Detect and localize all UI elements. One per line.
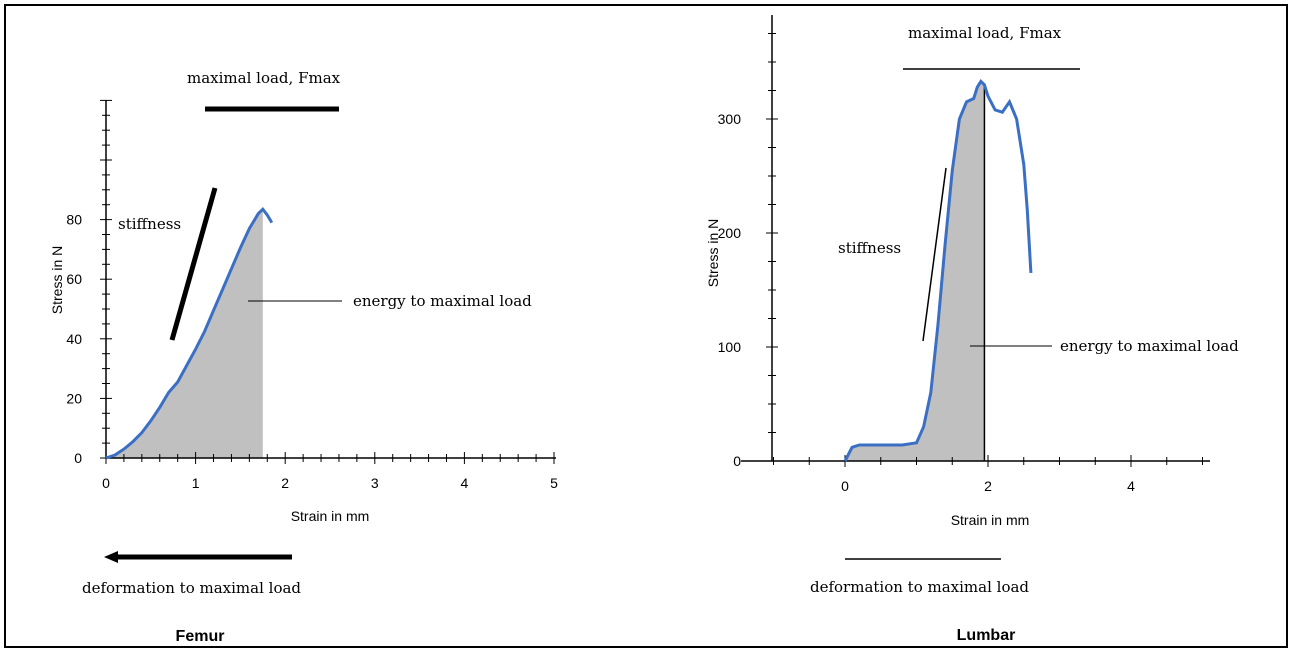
x-tick-label: 4: [461, 475, 469, 491]
femur-deformation-label: deformation to maximal load: [82, 579, 301, 597]
femur-caption: Femur: [176, 628, 225, 645]
y-axis-title: Stress in N: [705, 219, 721, 287]
y-axis-title: Stress in N: [49, 246, 65, 314]
x-tick-label: 0: [102, 475, 110, 491]
femur-deformation-arrowhead: [104, 551, 118, 563]
lumbar-deformation-label: deformation to maximal load: [810, 578, 1029, 596]
femur-stress-strain-line: [105, 206, 274, 460]
lumbar-fmax-label: maximal load, Fmax: [908, 24, 1062, 42]
femur-axes: 0 1 2 3 4 5 0 20 40 60 80 Strain in mm Stress in N: [49, 99, 558, 524]
femur-energy-area: [106, 209, 263, 458]
x-tick-label: 0: [841, 478, 849, 494]
lumbar-caption: Lumbar: [957, 627, 1016, 644]
y-tick-label: 80: [66, 212, 82, 228]
x-tick-label: 4: [1127, 478, 1135, 494]
y-tick-label: 200: [718, 225, 742, 241]
x-tick-label: 2: [281, 475, 289, 491]
lumbar-axes: 0 2 4 0 100 200 300 Strain in mm Stress in N: [705, 15, 1210, 528]
x-axis-title: Strain in mm: [291, 508, 370, 524]
femur-stiffness-label: stiffness: [118, 215, 181, 233]
y-tick-label: 0: [74, 450, 82, 466]
y-tick-label: 300: [718, 111, 742, 127]
x-axis-title: Strain in mm: [951, 512, 1030, 528]
femur-fmax-label: maximal load, Fmax: [187, 69, 341, 87]
y-tick-label: 40: [66, 331, 82, 347]
lumbar-energy-label: energy to maximal load: [1060, 337, 1239, 355]
y-tick-label: 100: [718, 339, 742, 355]
lumbar-chart: 0 2 4 0 100 200 300 Strain in mm Stress in N max…: [705, 15, 1239, 644]
lumbar-stress-strain-line: [843, 79, 1033, 462]
x-tick-label: 2: [984, 478, 992, 494]
femur-chart: 0 1 2 3 4 5 0 20 40 60 80 Strain in mm Stress in N m…: [49, 69, 558, 645]
x-tick-label: 1: [192, 475, 200, 491]
lumbar-stiffness-line: [922, 167, 947, 342]
lumbar-energy-area: [845, 81, 985, 462]
y-tick-label: 0: [733, 453, 741, 469]
y-tick-label: 60: [66, 271, 82, 287]
x-tick-label: 5: [550, 475, 558, 491]
x-tick-label: 3: [371, 475, 379, 491]
femur-stiffness-bar: [169, 187, 218, 341]
lumbar-stiffness-label: stiffness: [838, 239, 901, 257]
femur-energy-label: energy to maximal load: [353, 292, 532, 310]
y-tick-label: 20: [66, 390, 82, 406]
